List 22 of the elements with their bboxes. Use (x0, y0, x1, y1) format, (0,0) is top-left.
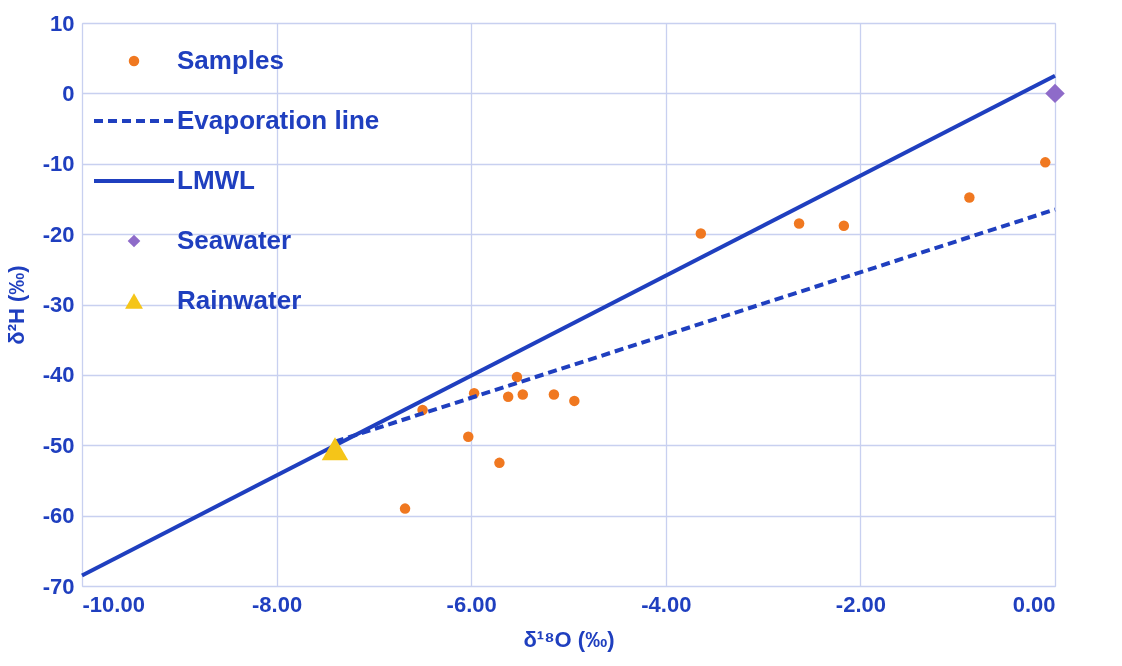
x-tick-label: 0.00 (1012, 591, 1056, 617)
legend-label: Evaporation line (177, 105, 380, 135)
legend-label: LMWL (177, 165, 256, 195)
x-tick-label: -2.00 (835, 591, 886, 617)
x-tick-label: -6.00 (446, 591, 497, 617)
y-axis-title: δ²H (‰) (3, 265, 29, 345)
y-tick-label: -30 (42, 292, 75, 317)
legend-label: Samples (177, 45, 284, 75)
x-axis-title: δ¹⁸O (‰) (523, 626, 615, 652)
y-tick-label: 0 (62, 80, 75, 106)
y-tick-label: -40 (42, 362, 75, 388)
y-tick-label: -10 (42, 151, 75, 177)
y-tick-label: -20 (42, 221, 75, 247)
x-tick-label: -8.00 (252, 591, 303, 617)
y-tick-label: -70 (42, 573, 75, 599)
legend-label: Seawater (177, 225, 292, 255)
y-tick-label: -50 (42, 432, 75, 458)
x-tick-label: -10.00 (82, 591, 145, 617)
legend-label: Rainwater (177, 285, 302, 315)
y-tick-label: 10 (50, 10, 75, 36)
x-tick-label: -4.00 (641, 591, 692, 617)
y-tick-label: -60 (42, 503, 75, 529)
